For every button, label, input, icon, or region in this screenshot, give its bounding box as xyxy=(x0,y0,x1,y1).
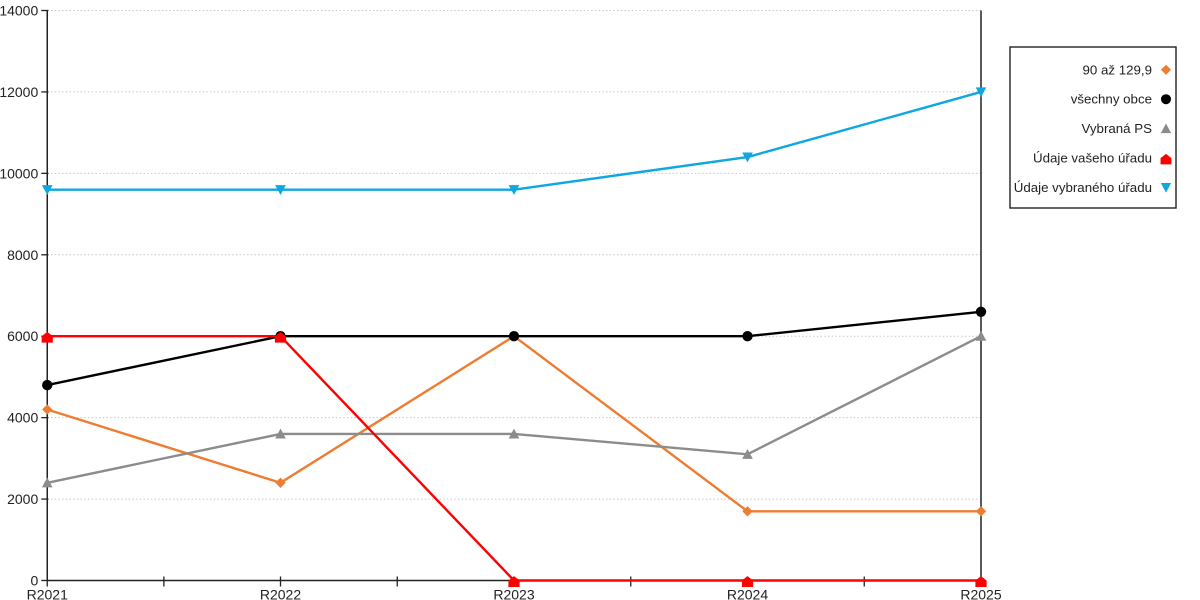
svg-text:14000: 14000 xyxy=(0,3,38,19)
svg-text:Vybraná PS: Vybraná PS xyxy=(1082,121,1153,136)
svg-text:R2023: R2023 xyxy=(493,587,534,600)
svg-text:R2021: R2021 xyxy=(27,587,68,600)
svg-text:8000: 8000 xyxy=(7,247,38,263)
svg-text:všechny obce: všechny obce xyxy=(1071,92,1152,107)
svg-text:6000: 6000 xyxy=(7,328,38,344)
svg-text:10000: 10000 xyxy=(0,165,38,181)
svg-text:Údaje vašeho úřadu: Údaje vašeho úřadu xyxy=(1033,151,1152,166)
svg-text:90 až 129,9: 90 až 129,9 xyxy=(1083,62,1153,77)
svg-text:12000: 12000 xyxy=(0,84,38,100)
svg-text:Údaje vybraného úřadu: Údaje vybraného úřadu xyxy=(1014,180,1152,195)
svg-text:R2024: R2024 xyxy=(727,587,768,600)
svg-text:R2025: R2025 xyxy=(960,587,1001,600)
svg-text:2000: 2000 xyxy=(7,491,38,507)
svg-text:R2022: R2022 xyxy=(260,587,301,600)
svg-text:4000: 4000 xyxy=(7,410,38,426)
